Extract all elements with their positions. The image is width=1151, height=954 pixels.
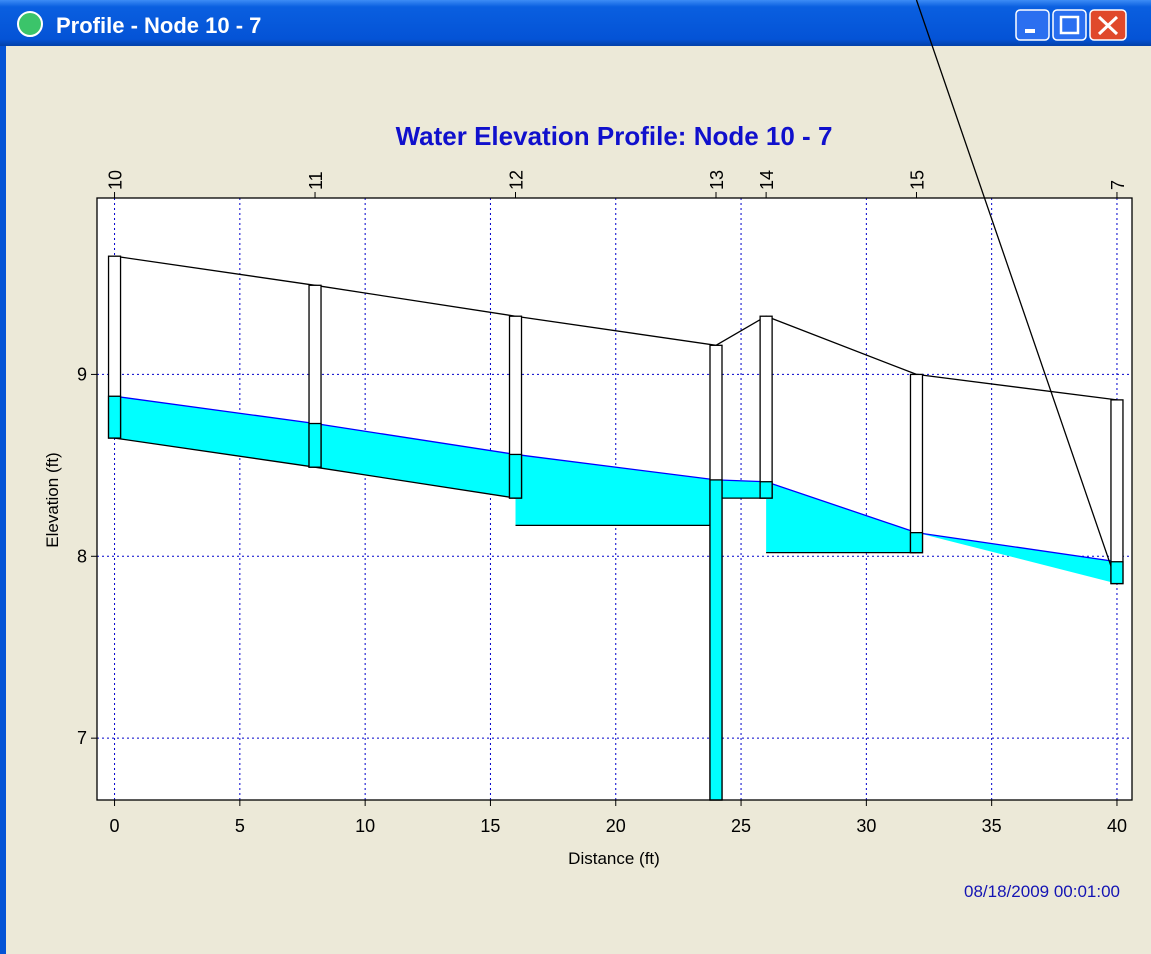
water-area (916, 532, 1117, 584)
x-tick-label: 5 (235, 816, 245, 836)
x-tick-label: 15 (480, 816, 500, 836)
y-tick-label: 9 (77, 364, 87, 384)
timestamp: 08/18/2009 00:01:00 (964, 882, 1120, 901)
node-label: 7 (1108, 180, 1128, 190)
title-bar (0, 0, 1151, 46)
window-border (0, 0, 6, 954)
x-axis-label: Distance (ft) (568, 849, 660, 868)
invert-line (915, 0, 1118, 584)
x-tick-label: 10 (355, 816, 375, 836)
minimize-icon (1025, 29, 1035, 33)
y-tick-label: 8 (77, 546, 87, 566)
maximize-button[interactable] (1052, 9, 1087, 41)
node-label: 12 (507, 170, 527, 190)
node-water (909, 531, 924, 554)
node-label: 15 (907, 170, 927, 190)
node-box (909, 373, 924, 554)
node-label: 10 (106, 170, 126, 190)
water-area (315, 423, 516, 499)
chart-title: Water Elevation Profile: Node 10 - 7 (396, 121, 833, 151)
node-water (107, 395, 122, 439)
water-area (766, 481, 917, 553)
node-water (709, 479, 723, 801)
x-tick-label: 30 (856, 816, 876, 836)
x-tick-label: 35 (982, 816, 1002, 836)
y-axis-label: Elevation (ft) (43, 452, 62, 547)
node-box (759, 315, 773, 499)
plot-frame (96, 197, 1133, 801)
y-tick-label: 7 (77, 728, 87, 748)
invert-line (114, 437, 316, 468)
node-label: 13 (707, 170, 727, 190)
minimize-button[interactable] (1015, 9, 1050, 41)
node-label: 14 (757, 170, 777, 190)
node-water (1110, 561, 1124, 585)
water-area (715, 479, 767, 499)
window-title: Profile - Node 10 - 7 (56, 13, 261, 38)
node-water (308, 422, 322, 468)
x-tick-label: 40 (1107, 816, 1127, 836)
close-icon (1097, 15, 1119, 36)
node-water (759, 481, 773, 499)
water-area (114, 396, 316, 468)
maximize-icon (1059, 15, 1080, 35)
invert-line (314, 466, 516, 499)
node-label: 11 (306, 171, 326, 190)
water-area (515, 454, 716, 526)
node-box (1110, 399, 1124, 585)
node-water (508, 453, 523, 499)
app-icon (17, 11, 43, 37)
x-tick-label: 20 (606, 816, 626, 836)
x-tick-label: 25 (731, 816, 751, 836)
x-tick-label: 0 (110, 816, 120, 836)
